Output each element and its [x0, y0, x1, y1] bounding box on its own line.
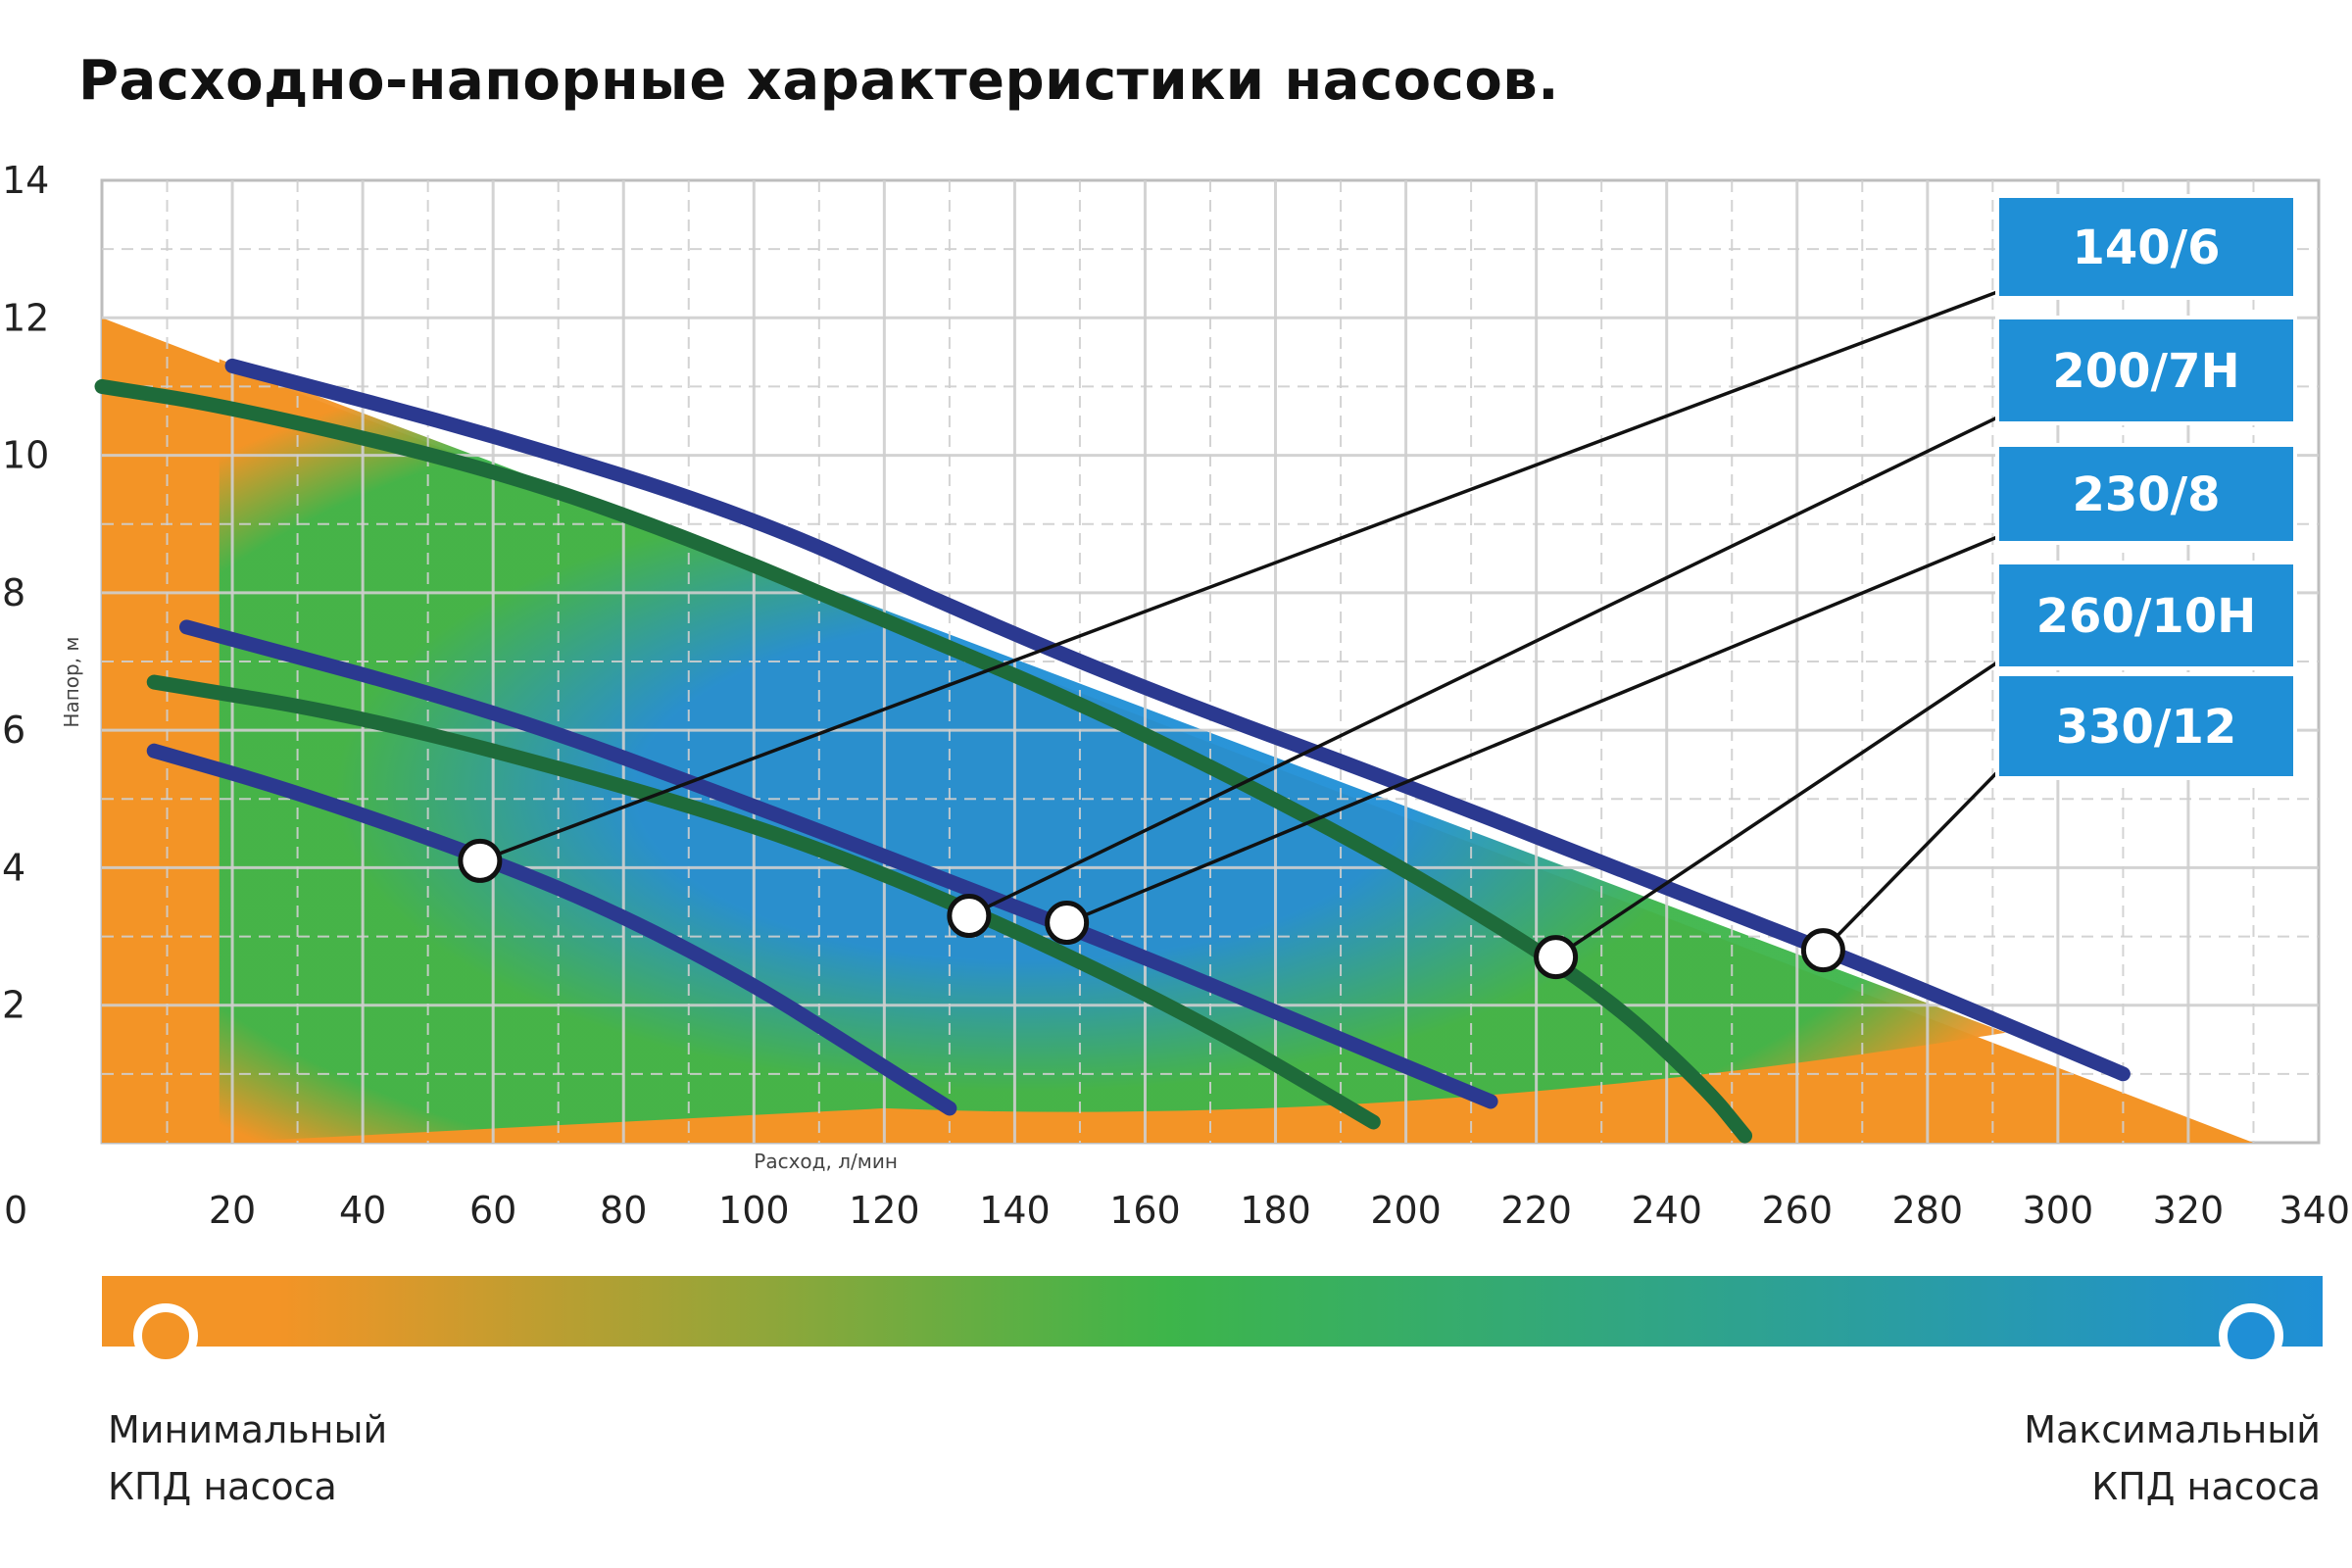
point-marker-230-8 — [1045, 901, 1090, 946]
curve-230-8 — [178, 619, 1498, 1109]
max-efficiency-dot — [2219, 1303, 2283, 1368]
x-tick-label: 180 — [1240, 1189, 1311, 1232]
point-marker-140-6 — [458, 838, 503, 883]
leader-line-200-7H — [968, 416, 1998, 918]
y-tick-label: 4 — [2, 846, 25, 889]
efficiency-scale-bar — [102, 1276, 2323, 1347]
x-tick-label: 0 — [4, 1189, 27, 1232]
max-efficiency-label: Максимальный КПД насоса — [2024, 1401, 2321, 1515]
series-label-230-8: 230/8 — [2072, 467, 2220, 522]
scale-max-label-line-1: Максимальный — [2024, 1408, 2321, 1451]
x-tick-label: 340 — [2278, 1189, 2350, 1232]
label-box-200-7H — [1995, 316, 2297, 425]
x-tick-label: 20 — [209, 1189, 256, 1232]
x-tick-label: 100 — [718, 1189, 790, 1232]
x-tick-label: 280 — [1892, 1189, 1964, 1232]
leader-line-140-6 — [479, 290, 1998, 863]
x-tick-label: 40 — [339, 1189, 386, 1232]
chart-title: Расходно-напорные характеристики насосов… — [78, 49, 1560, 113]
x-tick-label: 240 — [1631, 1189, 1702, 1232]
label-box-260-10H — [1995, 561, 2297, 670]
label-box-140-6 — [1995, 194, 2297, 300]
x-tick-label: 320 — [2153, 1189, 2225, 1232]
y-tick-label: 14 — [2, 159, 49, 202]
x-tick-label: 300 — [2023, 1189, 2094, 1232]
scale-min-label-line-1: Минимальный — [108, 1408, 388, 1451]
series-label-200-7H: 200/7H — [2052, 344, 2239, 399]
x-tick-label: 60 — [469, 1189, 516, 1232]
series-label-330-12: 330/12 — [2056, 700, 2237, 755]
y-tick-label: 2 — [2, 984, 25, 1027]
x-tick-label: 200 — [1370, 1189, 1442, 1232]
x-tick-label: 80 — [600, 1189, 647, 1232]
min-efficiency-dot — [133, 1303, 198, 1368]
leader-line-230-8 — [1065, 535, 1998, 925]
leader-line-330-12 — [1822, 770, 1999, 952]
y-tick-label: 8 — [2, 571, 25, 614]
scale-min-label-line-2: КПД насоса — [108, 1465, 337, 1508]
min-efficiency-label: Минимальный КПД насоса — [108, 1401, 387, 1515]
curve-140-6 — [146, 743, 957, 1116]
leader-line-260-10H — [1554, 661, 1998, 959]
point-marker-260-10H — [1534, 935, 1579, 980]
x-axis-title: Расход, л/мин — [754, 1150, 898, 1173]
series-label-140-6: 140/6 — [2072, 220, 2220, 275]
series-label-260-10H: 260/10H — [2036, 589, 2257, 644]
curve-330-12 — [224, 358, 2131, 1082]
x-tick-label: 160 — [1109, 1189, 1181, 1232]
label-box-330-12 — [1995, 672, 2297, 780]
y-tick-label: 10 — [2, 434, 49, 477]
label-box-230-8 — [1995, 443, 2297, 545]
y-axis-title: Напор, м — [60, 636, 83, 727]
grid-lines — [102, 180, 2319, 1143]
curve-200-7H — [146, 674, 1381, 1130]
x-tick-label: 220 — [1500, 1189, 1572, 1232]
point-marker-200-7H — [947, 894, 992, 939]
y-tick-label: 6 — [2, 709, 25, 752]
y-tick-label: 12 — [2, 296, 49, 339]
x-tick-label: 140 — [979, 1189, 1051, 1232]
x-tick-label: 120 — [849, 1189, 920, 1232]
x-tick-label: 260 — [1761, 1189, 1833, 1232]
point-marker-330-12 — [1800, 928, 1845, 973]
scale-max-label-line-2: КПД насоса — [2091, 1465, 2321, 1508]
